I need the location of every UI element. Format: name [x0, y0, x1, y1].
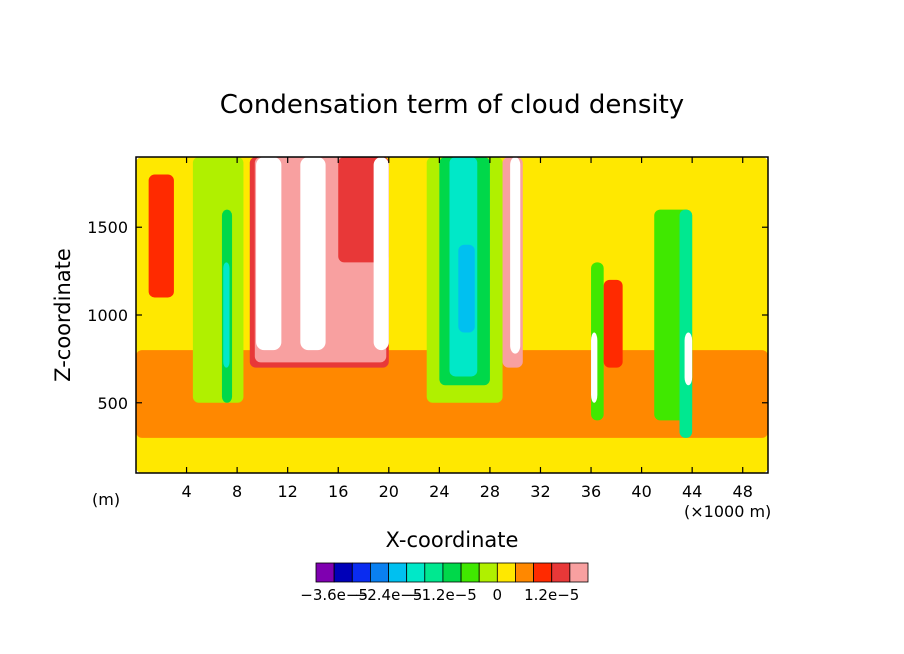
heatmap-region-blank [684, 332, 693, 386]
x-tick-label: 44 [682, 482, 702, 501]
y-tick-label: 1000 [87, 306, 128, 325]
heatmap-regions [136, 157, 768, 473]
colorbar [315, 562, 589, 583]
heatmap-region-blank [373, 157, 389, 351]
colorbar-swatch [424, 562, 444, 583]
colorbar-swatch [478, 562, 498, 583]
colorbar-swatch [551, 562, 571, 583]
x-axis-label: X-coordinate [386, 528, 519, 552]
colorbar-swatch [533, 562, 553, 583]
x-tick-label: 32 [530, 482, 550, 501]
heatmap-region-blank [256, 157, 282, 351]
heatmap-region-blank [510, 157, 521, 354]
heatmap-region [603, 279, 623, 368]
heatmap-region [679, 209, 693, 438]
colorbar-swatch [496, 562, 516, 583]
colorbar-swatch [369, 562, 389, 583]
colorbar-swatch [569, 562, 589, 583]
colorbar-label: −3.6e−5 [300, 586, 368, 604]
heatmap-region [223, 262, 230, 368]
colorbar-swatch [406, 562, 426, 583]
heatmap-region-blank [591, 332, 598, 403]
x-axis-ticks: 4 8 12 16 20 24 28 32 36 40 44 48 [181, 157, 753, 501]
x-tick-label: 16 [328, 482, 348, 501]
x-tick-label: 24 [429, 482, 449, 501]
x-unit-right: (×1000 m) [684, 502, 771, 521]
x-tick-label: 40 [631, 482, 651, 501]
x-tick-label: 12 [278, 482, 298, 501]
x-tick-label: 20 [379, 482, 399, 501]
y-tick-label: 1500 [87, 218, 128, 237]
x-tick-label: 28 [480, 482, 500, 501]
x-tick-label: 36 [581, 482, 601, 501]
x-tick-label: 4 [181, 482, 191, 501]
colorbar-swatch [388, 562, 408, 583]
colorbar-swatch [460, 562, 480, 583]
colorbar-label: −2.4e−5 [355, 586, 423, 604]
colorbar-label: 1.2e−5 [524, 586, 579, 604]
y-axis-label: Z-coordinate [51, 248, 75, 382]
x-unit-left: (m) [92, 490, 120, 509]
heatmap-region [148, 174, 174, 298]
x-tick-label: 8 [232, 482, 242, 501]
heatmap-region-blank [300, 157, 326, 351]
colorbar-label: −1.2e−5 [409, 586, 477, 604]
chart-title: Condensation term of cloud density [220, 90, 684, 120]
colorbar-swatch [333, 562, 353, 583]
heatmap-region [192, 157, 244, 403]
heatmap-region [458, 244, 475, 333]
colorbar-swatch [515, 562, 535, 583]
colorbar-label: 0 [493, 586, 503, 604]
y-tick-label: 500 [97, 394, 128, 413]
colorbar-swatch [442, 562, 462, 583]
x-tick-label: 48 [733, 482, 753, 501]
colorbar-swatch [315, 562, 335, 583]
y-axis-ticks: 500 1000 1500 [87, 218, 768, 413]
colorbar-swatch [351, 562, 371, 583]
colorbar-labels: −3.6e−5−2.4e−5−1.2e−5 0 1.2e−5 [300, 586, 579, 604]
